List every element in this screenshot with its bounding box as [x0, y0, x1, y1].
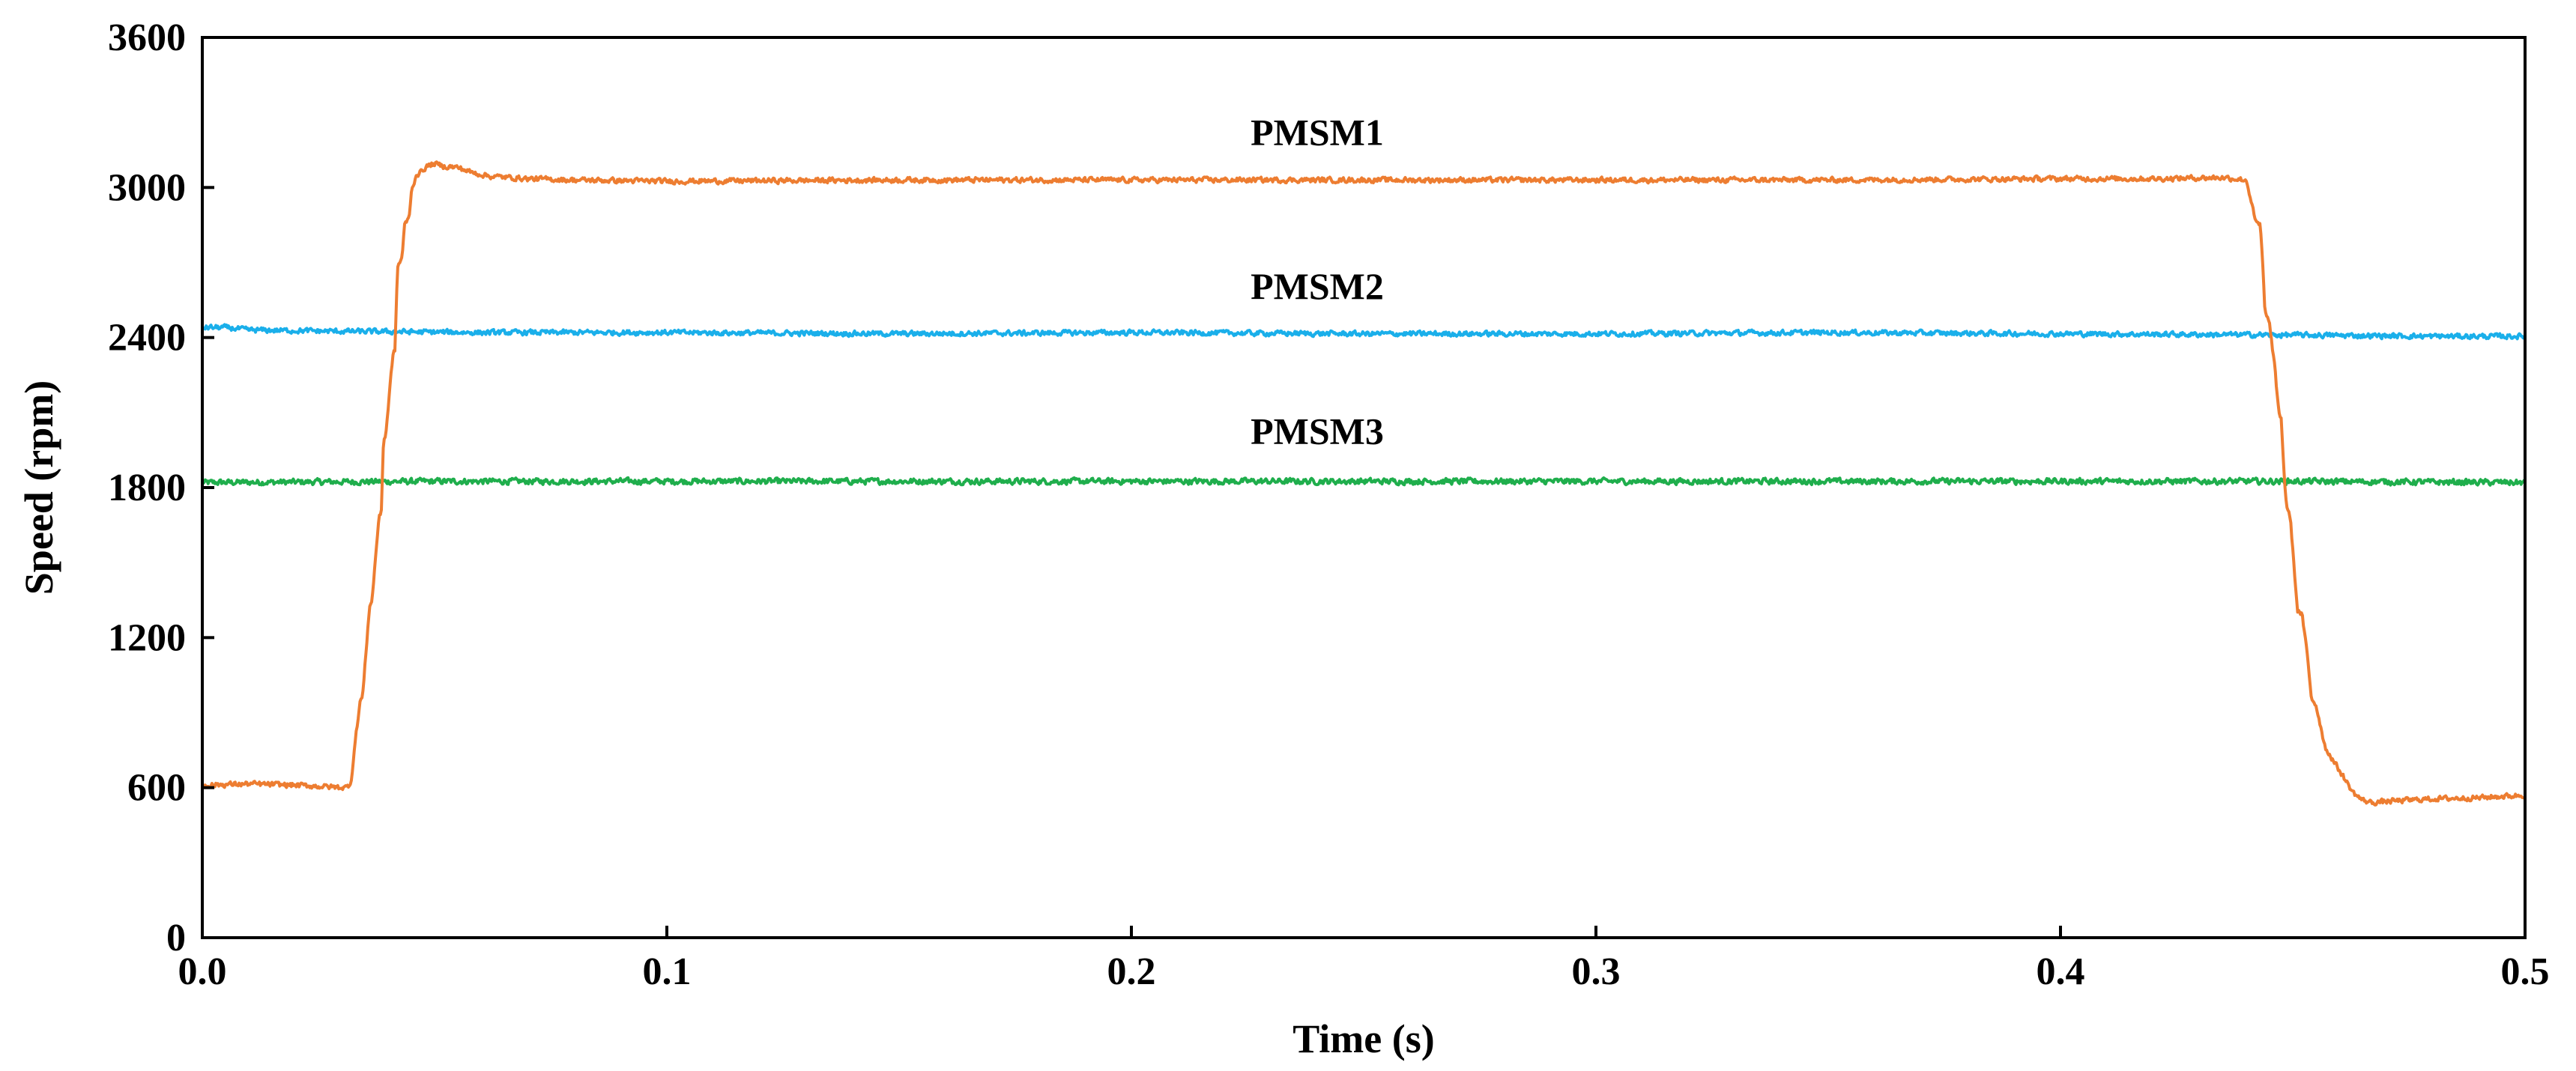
y-tick-label: 1200	[108, 616, 186, 659]
x-tick-label: 0.0	[178, 950, 227, 993]
series-line-pmsm1	[201, 160, 2526, 807]
y-tick-label: 2400	[108, 317, 186, 359]
y-tick-label: 600	[127, 767, 186, 810]
y-tick-label: 1800	[108, 467, 186, 509]
x-tick-label: 0.1	[643, 950, 692, 993]
x-axis-title: Time (s)	[1292, 1016, 1434, 1061]
y-tick-label: 0	[166, 917, 186, 959]
y-tick-label: 3000	[108, 166, 186, 209]
series-label-pmsm2: PMSM2	[1251, 265, 1384, 307]
series-layer	[201, 160, 2527, 807]
x-tick-label: 0.4	[2037, 950, 2085, 993]
plot-frame	[201, 36, 2527, 939]
y-axis-ticks: 0 600 1200 1800 2400 3000 3600	[108, 16, 214, 959]
series-line-pmsm2	[202, 323, 2527, 341]
y-axis-title: Speed (rpm)	[16, 380, 61, 595]
series-line-pmsm3	[201, 476, 2526, 487]
x-tick-label: 0.5	[2501, 950, 2550, 993]
y-tick-label: 3600	[108, 16, 186, 59]
series-labels: PMSM1 PMSM2 PMSM3	[1251, 112, 1384, 452]
x-axis-ticks: 0.0 0.1 0.2 0.3 0.4 0.5	[178, 926, 2550, 993]
x-tick-label: 0.2	[1107, 950, 1156, 993]
series-label-pmsm1: PMSM1	[1251, 112, 1384, 154]
series-label-pmsm3: PMSM3	[1251, 410, 1384, 452]
x-tick-label: 0.3	[1572, 950, 1621, 993]
